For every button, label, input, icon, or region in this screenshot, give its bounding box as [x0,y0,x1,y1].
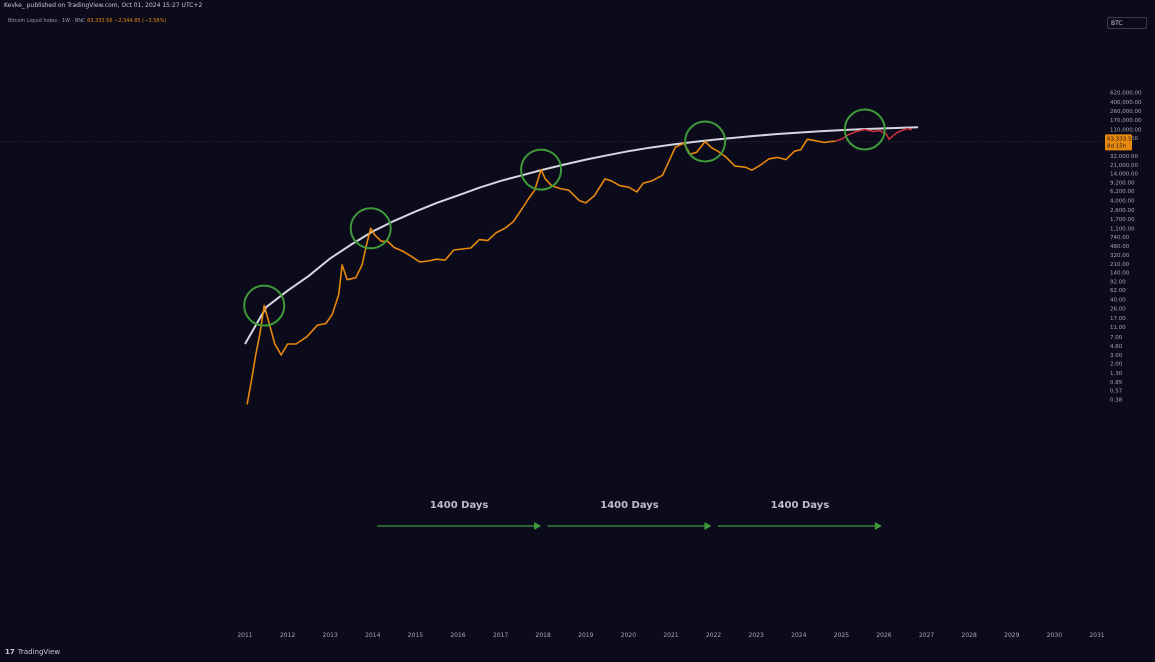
y-tick-label: 0.38 [1110,397,1123,403]
y-tick-label: 40.00 [1110,297,1126,303]
y-tick-label: 110,000.00 [1110,128,1142,134]
y-tick-label: 21,000.00 [1110,163,1138,169]
y-tick-label: 92.00 [1110,280,1126,286]
x-tick-label: 2029 [1004,632,1019,639]
x-tick-label: 2016 [450,632,465,639]
x-tick-label: 2025 [834,632,849,639]
y-tick-label: 620,000.00 [1110,90,1142,96]
cycle-arrow-head [704,522,712,530]
y-tick-label: 2.00 [1110,362,1123,368]
x-tick-label: 2027 [919,632,934,639]
x-tick-label: 2028 [962,632,977,639]
x-tick-label: 2014 [365,632,380,639]
price-tag-countdown: 8d 15h [1107,143,1127,149]
symbol-price: 63,333.56 −2,344.85 (−3.58%) [87,18,167,24]
y-tick-label: 62.00 [1110,288,1126,294]
cycle-arrow-head [874,522,882,530]
y-tick-label: 17.00 [1110,316,1126,322]
cycle-top-circle [349,207,392,250]
y-tick-label: 0.85 [1110,380,1123,386]
y-tick-label: 210.00 [1110,262,1130,268]
top-bar [0,0,1155,14]
x-tick-label: 2020 [621,632,636,639]
symbol-legend[interactable]: Bitcoin Liquid Index · 1W · BNC 63,333.5… [8,18,166,24]
cycle-duration-label: 1400 Days [771,500,830,511]
y-tick-label: 3.00 [1110,353,1123,359]
tradingview-logo: 17 TradingView [5,648,60,656]
x-tick-label: 2012 [280,632,295,639]
y-tick-label: 26.00 [1110,307,1126,313]
x-tick-label: 2024 [791,632,806,639]
y-tick-label: 170,000.00 [1110,118,1142,124]
price-tag-value: 63,333.56 [1107,136,1135,142]
y-tick-label: 14,000.00 [1110,172,1138,178]
cycle-top-circle [684,120,727,163]
y-tick-label: 1.30 [1110,371,1123,377]
y-tick-label: 6,200.00 [1110,189,1135,195]
x-tick-label: 2030 [1047,632,1062,639]
x-tick-label: 2022 [706,632,721,639]
currency-selector[interactable]: BTC [1107,17,1147,29]
top-curve [244,126,919,345]
x-tick-label: 2021 [663,632,678,639]
y-tick-label: 1,100.00 [1110,226,1135,232]
tradingview-mark-icon: 17 [5,648,15,656]
y-tick-label: 32,000.00 [1110,154,1138,160]
y-tick-label: 480.00 [1110,244,1130,250]
x-tick-label: 2026 [876,632,891,639]
y-tick-label: 0.57 [1110,389,1123,395]
x-tick-label: 2011 [237,632,252,639]
price-tag-box [1105,134,1132,151]
x-tick-label: 2017 [493,632,508,639]
symbol-label: Bitcoin Liquid Index · 1W · BNC [8,18,86,24]
y-tick-label: 740.00 [1110,235,1130,241]
y-tick-label: 4,000.00 [1110,199,1135,205]
y-tick-label: 11.00 [1110,325,1126,331]
cycle-top-circle [520,148,563,191]
y-tick-label: 9,200.00 [1110,181,1135,187]
x-tick-label: 2031 [1089,632,1104,639]
cycle-duration-label: 1400 Days [600,500,659,511]
y-tick-label: 2,600.00 [1110,208,1135,214]
cycle-top-circle [243,284,286,327]
y-tick-label: 140.00 [1110,271,1130,277]
cycle-arrow-head [534,522,542,530]
publisher-info: Kevke_ published on TradingView.com, Oct… [4,2,203,9]
x-tick-label: 2019 [578,632,593,639]
brand-name: TradingView [17,648,61,656]
bottom-bar [0,644,1155,662]
y-tick-label: 260,000.00 [1110,109,1142,115]
x-tick-label: 2015 [408,632,423,639]
y-tick-label: 320.00 [1110,253,1130,259]
cycle-duration-label: 1400 Days [430,500,489,511]
x-tick-label: 2018 [536,632,551,639]
historical-price-series [246,138,836,405]
y-tick-label: 7.00 [1110,335,1123,341]
y-tick-label: 400,000.00 [1110,100,1142,106]
x-tick-label: 2023 [749,632,764,639]
y-tick-label: 1,700.00 [1110,217,1135,223]
cycle-top-circle [843,108,886,151]
y-tick-label: 4.60 [1110,344,1123,350]
x-tick-label: 2013 [323,632,338,639]
